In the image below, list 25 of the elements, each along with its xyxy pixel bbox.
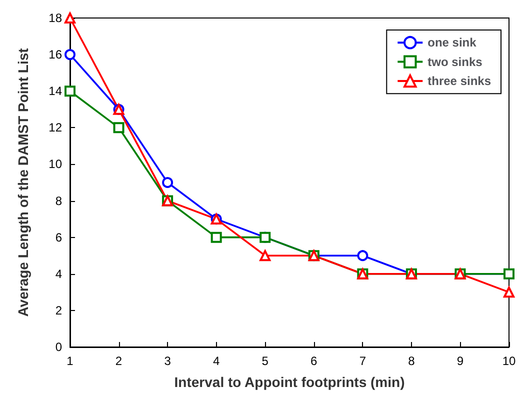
x-tick-label: 5 xyxy=(262,354,269,368)
legend-label: two sinks xyxy=(428,54,483,69)
x-tick-label: 2 xyxy=(115,354,122,368)
y-axis-title: Average Length of the DAMST Point List xyxy=(15,48,31,317)
x-tick-label: 7 xyxy=(359,354,366,368)
x-tick-label: 6 xyxy=(310,354,318,368)
y-tick-label: 14 xyxy=(48,84,62,98)
y-tick-label: 0 xyxy=(55,340,62,354)
x-tick-label: 3 xyxy=(164,354,172,368)
y-tick-label: 10 xyxy=(48,157,62,172)
x-axis-title: Interval to Appoint footprints (min) xyxy=(174,374,405,390)
y-tick-label: 12 xyxy=(48,120,62,135)
y-tick-label: 4 xyxy=(55,266,62,281)
x-tick-label: 1 xyxy=(66,354,74,368)
legend-label: one sink xyxy=(428,36,477,50)
y-tick-label: 18 xyxy=(48,11,62,25)
y-tick-label: 2 xyxy=(55,303,62,318)
x-tick-label: 10 xyxy=(502,354,516,368)
legend-label: three sinks xyxy=(428,74,492,88)
x-tick-label: 9 xyxy=(456,354,464,368)
y-tick-label: 6 xyxy=(55,230,62,244)
x-tick-label: 4 xyxy=(212,354,220,368)
y-tick-label: 16 xyxy=(48,48,62,62)
x-tick-label: 8 xyxy=(408,354,416,368)
y-tick-label: 8 xyxy=(55,194,62,208)
